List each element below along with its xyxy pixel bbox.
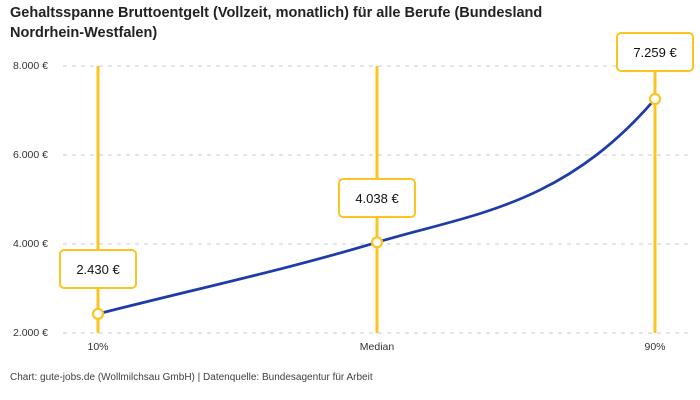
x-axis-tick-median: Median [359,341,395,353]
y-axis-tick-8000: 8.000 € [12,60,48,72]
y-axis-tick-6000: 6.000 € [12,149,48,161]
y-axis-tick-4000: 4.000 € [12,238,48,250]
data-point-marker [91,307,105,320]
data-point-marker [648,92,662,106]
gridlines-group [63,65,692,334]
chart-source-footer: Chart: gute-jobs.de (Wollmilchsau GmbH) … [10,372,373,383]
value-label-90pct: 7.259 € [616,32,694,72]
value-label-10pct: 2.430 € [59,249,137,289]
chart-title: Gehaltsspanne Bruttoentgelt (Vollzeit, m… [10,5,543,41]
x-axis-tick-90pct: 90% [644,341,666,353]
data-point-marker [370,236,384,249]
y-axis-tick-2000: 2.000 € [12,327,48,339]
value-label-median: 4.038 € [338,178,416,218]
x-axis-tick-10pct: 10% [87,341,109,353]
point-markers-group [91,92,662,320]
